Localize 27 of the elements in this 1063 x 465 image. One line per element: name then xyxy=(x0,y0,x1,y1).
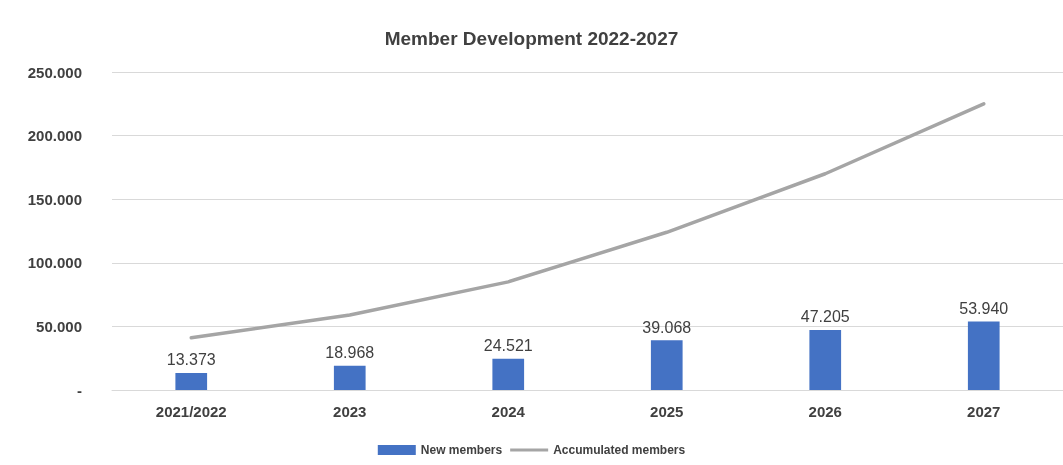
x-tick-label: 2024 xyxy=(491,403,526,420)
bar xyxy=(967,321,1000,390)
y-tick-label: 150.000 xyxy=(27,190,82,208)
x-tick-label: 2026 xyxy=(808,403,842,420)
y-tick-label: 250.000 xyxy=(27,63,82,81)
y-tick-label: 50.000 xyxy=(36,317,82,335)
x-tick-label: 2023 xyxy=(333,403,367,420)
bar xyxy=(492,358,525,390)
chart-title: Member Development 2022-2027 xyxy=(384,28,679,49)
y-tick-label: 200.000 xyxy=(27,127,82,145)
x-tick-label: 2025 xyxy=(650,403,684,420)
x-tick-label: 2021/2022 xyxy=(155,403,227,420)
data-label: 13.373 xyxy=(166,351,216,369)
bar xyxy=(650,340,683,390)
legend-label: New members xyxy=(420,443,503,457)
data-label: 18.968 xyxy=(325,344,375,362)
y-tick-label: - xyxy=(77,381,82,399)
data-label: 53.940 xyxy=(959,299,1009,317)
data-label: 47.205 xyxy=(800,308,850,326)
data-label: 24.521 xyxy=(483,337,533,355)
bar xyxy=(333,365,366,390)
bar xyxy=(175,372,208,390)
bar xyxy=(809,329,842,390)
y-tick-label: 100.000 xyxy=(27,254,82,272)
legend-label: Accumulated members xyxy=(553,443,686,457)
data-label: 39.068 xyxy=(642,318,692,336)
x-tick-label: 2027 xyxy=(967,403,1001,420)
